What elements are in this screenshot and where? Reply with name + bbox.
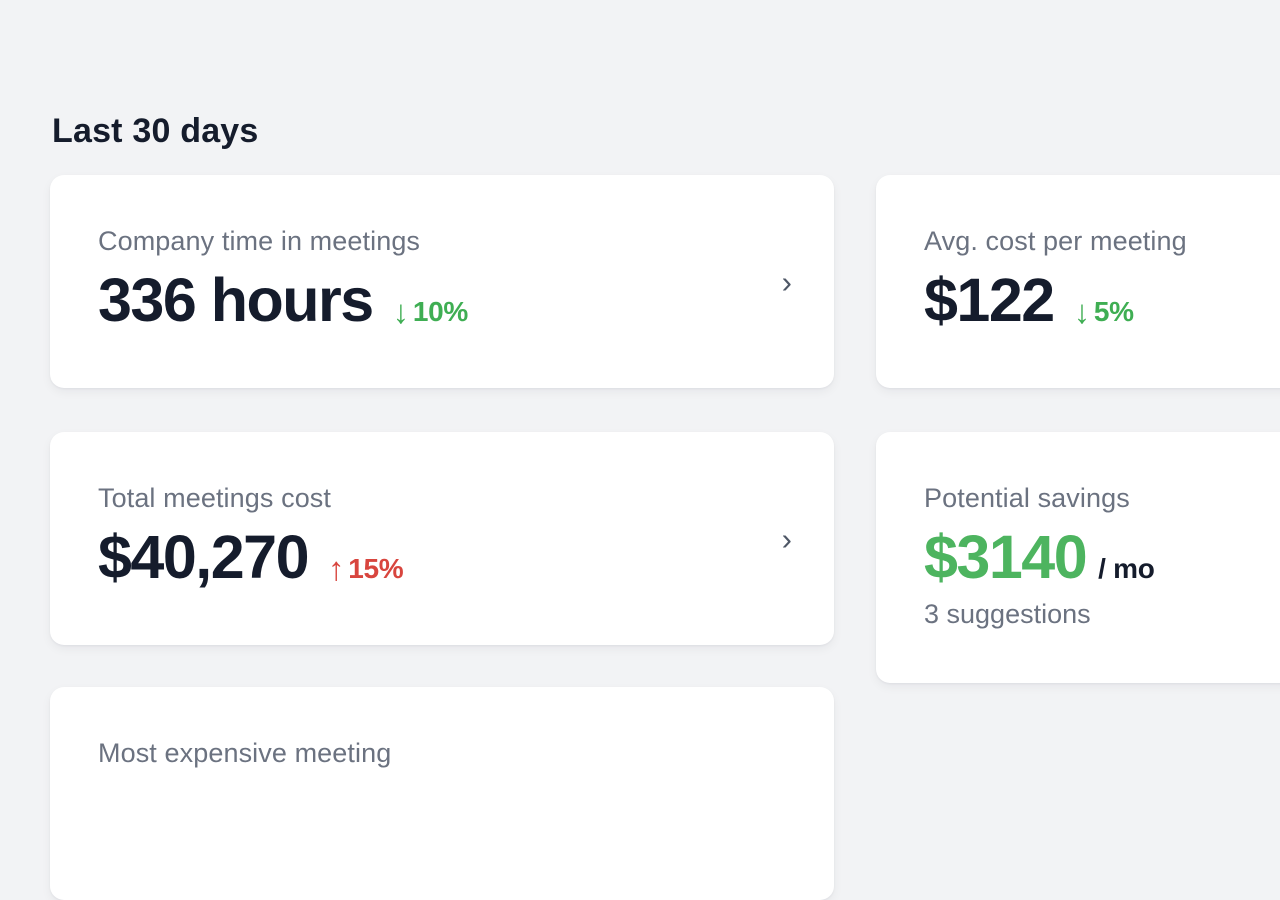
card-company-time-change: ↓ 10% <box>392 291 469 330</box>
card-potential-savings-subtext: 3 suggestions <box>924 599 1091 629</box>
card-most-expensive: Most expensive meeting <box>50 687 834 900</box>
page-title: Last 30 days <box>52 111 259 150</box>
card-total-cost-change-pct: 15% <box>348 553 404 584</box>
card-company-time-value: 336 hours <box>98 266 374 334</box>
arrow-down-icon: ↓ <box>392 293 410 330</box>
card-avg-cost: Avg. cost per meeting $122 ↓ 5% <box>876 175 1280 388</box>
chevron-right-icon[interactable]: › <box>781 521 792 556</box>
arrow-down-icon: ↓ <box>1073 293 1091 330</box>
card-total-cost-value: $40,270 <box>98 523 310 591</box>
chevron-right-icon[interactable]: › <box>781 264 792 299</box>
card-potential-savings-label: Potential savings <box>924 483 1130 513</box>
card-company-time-value-row: 336 hours ↓ 10% <box>98 266 786 334</box>
card-company-time-label: Company time in meetings <box>98 226 421 256</box>
card-potential-savings-unit: / mo <box>1098 553 1155 584</box>
card-potential-savings-value-row: $3140 / mo <box>924 523 1280 591</box>
card-potential-savings-value: $3140 <box>924 523 1088 591</box>
card-avg-cost-value: $122 <box>924 266 1055 334</box>
card-company-time[interactable]: Company time in meetings 336 hours ↓ 10%… <box>50 175 834 388</box>
card-avg-cost-label: Avg. cost per meeting <box>924 226 1187 256</box>
card-total-cost-change: ↑ 15% <box>328 548 404 587</box>
card-potential-savings: Potential savings $3140 / mo 3 suggestio… <box>876 432 1280 683</box>
card-total-cost-value-row: $40,270 ↑ 15% <box>98 523 786 591</box>
card-avg-cost-value-row: $122 ↓ 5% <box>924 266 1280 334</box>
card-avg-cost-change: ↓ 5% <box>1073 291 1134 330</box>
card-avg-cost-change-pct: 5% <box>1093 296 1134 327</box>
card-total-cost-label: Total meetings cost <box>98 483 332 513</box>
arrow-up-icon: ↑ <box>328 550 345 587</box>
card-total-cost[interactable]: Total meetings cost $40,270 ↑ 15% › <box>50 432 834 645</box>
card-company-time-change-pct: 10% <box>412 296 469 327</box>
card-most-expensive-label: Most expensive meeting <box>98 738 392 768</box>
